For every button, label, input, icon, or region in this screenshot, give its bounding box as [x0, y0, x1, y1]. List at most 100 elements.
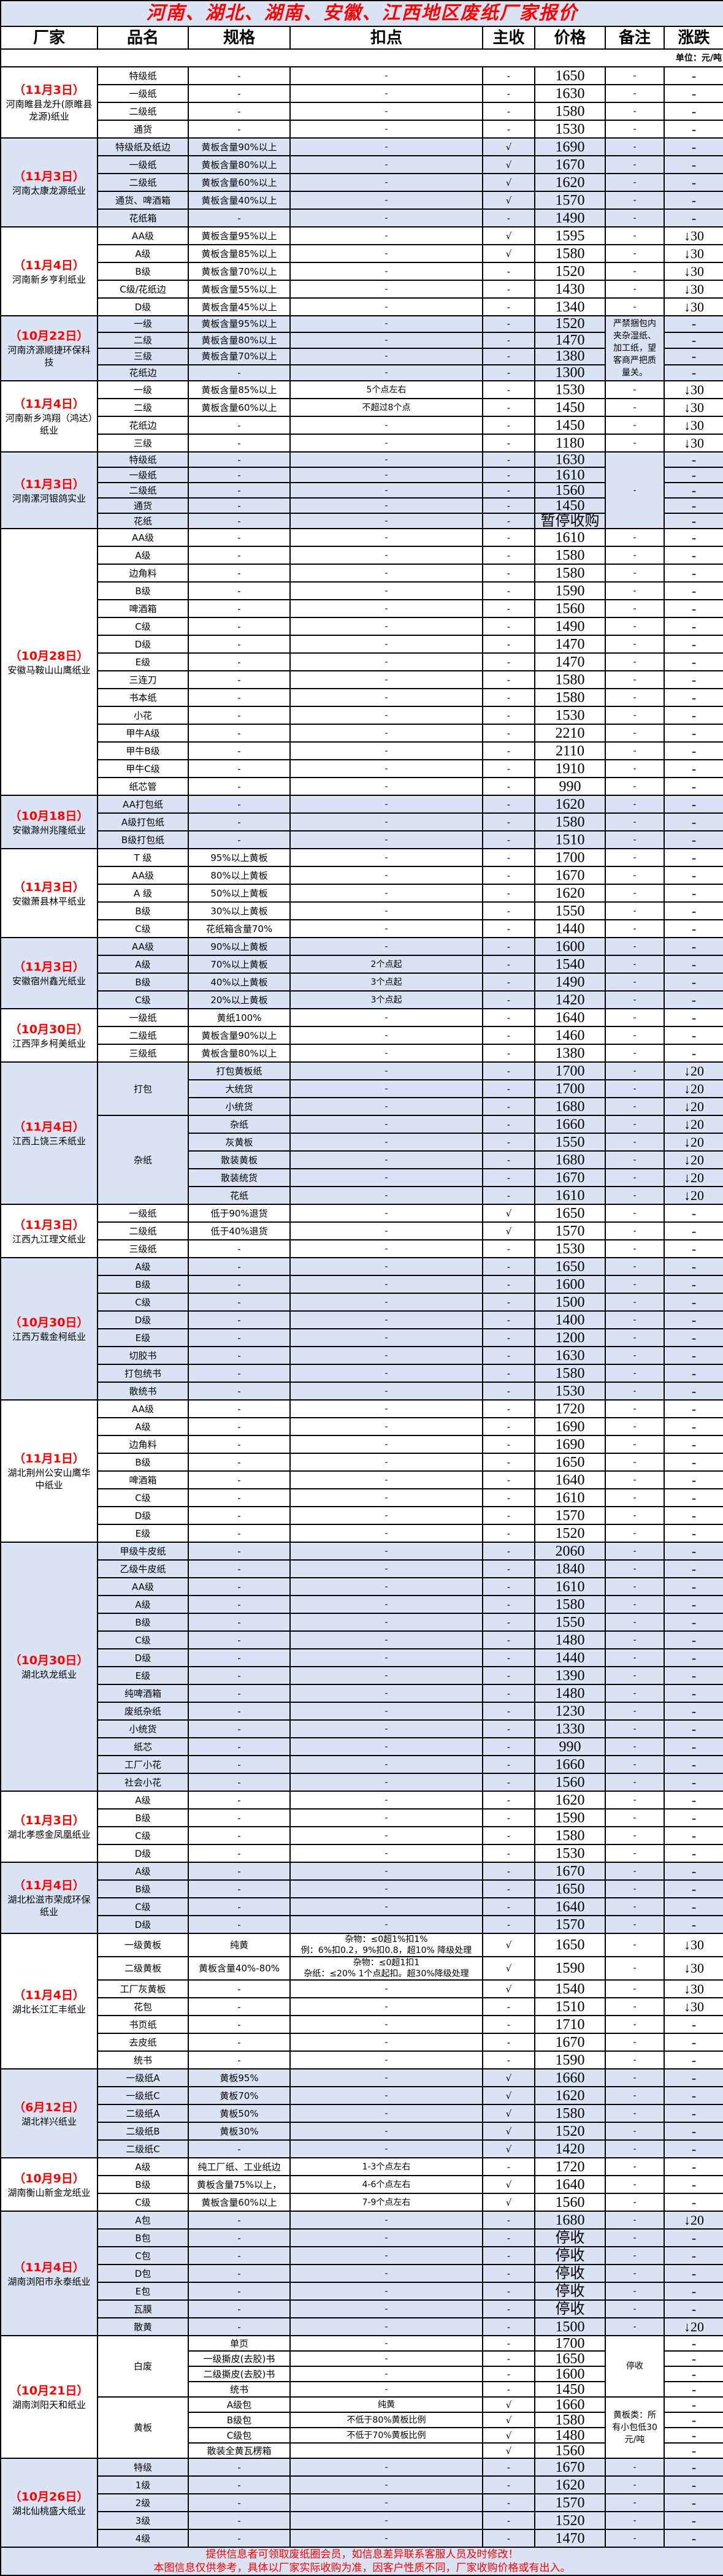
- note: -: [605, 1435, 665, 1454]
- spec: 黄板含量95%以上: [188, 315, 291, 333]
- spec: -: [188, 2317, 291, 2336]
- spec: 花纸箱含量70%: [188, 919, 291, 938]
- company-cell: （10月30日） 湖北玖龙纸业: [0, 1542, 98, 1792]
- table-row: 打包统书 - - -1580- -: [1, 1364, 723, 1383]
- product-name: 花纸边: [97, 364, 189, 381]
- deduction: -: [289, 1862, 483, 1881]
- table-row: 一级纸 黄板含量80%以上 - √ 1670- -: [1, 155, 723, 174]
- price: 1530: [534, 120, 606, 139]
- main-purchase: -: [482, 1470, 535, 1489]
- note: -: [605, 1417, 665, 1436]
- main-purchase: -: [482, 1844, 535, 1863]
- price-change: -: [664, 84, 723, 103]
- main-purchase: -: [482, 2228, 535, 2247]
- price: 1390: [534, 1666, 606, 1685]
- spec: -: [188, 564, 291, 583]
- company-name: 湖北孝感金凤凰纸业: [7, 1829, 91, 1840]
- price: 1610: [534, 1577, 606, 1596]
- company-name: 湖南浏阳市永泰纸业: [7, 2276, 91, 2287]
- table-row: 4级 - - -1470- -: [1, 2529, 723, 2548]
- note: -: [605, 1979, 665, 1998]
- main-purchase: -: [482, 1862, 535, 1881]
- deduction: -: [289, 497, 483, 514]
- product-name: 甲牛C级: [97, 759, 189, 778]
- price-change: -: [664, 2412, 723, 2428]
- main-purchase: -: [482, 2381, 535, 2398]
- price-change: ↓20: [664, 1097, 723, 1116]
- deduction: 杂物：≤0超1扣1 杂纸：≤20% 1个点起扣。超30%降级处理: [289, 1956, 483, 1981]
- price-change: ↓20: [664, 1061, 723, 1080]
- note: -: [605, 1328, 665, 1347]
- company-cell: （10月21日） 湖南浏阳天和纸业: [0, 2335, 98, 2459]
- note: -: [605, 1630, 665, 1649]
- price-change: -: [664, 1915, 723, 1934]
- price: 1450: [534, 416, 606, 435]
- deduction: -: [289, 1061, 483, 1080]
- main-purchase: -: [482, 1346, 535, 1365]
- table-row: C级/花纸边 黄板含量55%以上 - -1430- ↓30: [1, 280, 723, 299]
- spec: -: [188, 434, 291, 453]
- note: -: [605, 1044, 665, 1063]
- table-row: 二级纸C - - √ 1420- -: [1, 2139, 723, 2158]
- price-change: -: [664, 2427, 723, 2444]
- company-cell: （10月28日） 安徽马鞍山山鹰纸业: [0, 528, 98, 796]
- spec: -: [188, 1979, 291, 1998]
- price: 1500: [534, 2317, 606, 2336]
- note: -: [605, 434, 665, 453]
- table-row: 一级纸 - - -1630- -: [1, 84, 723, 103]
- table-row: （11月3日） 河南漯河银鸽实业 特级纸 - - -1630- -: [0, 451, 723, 529]
- spec: -: [188, 208, 291, 227]
- spec: 黄板含量70%以上: [188, 348, 291, 365]
- table-row: B级 40%以上黄板 3个点起 -1490- -: [1, 973, 723, 992]
- price-change: -: [664, 1773, 723, 1792]
- price-change: -: [664, 2475, 723, 2494]
- note: -: [605, 1453, 665, 1472]
- price-change: -: [664, 497, 723, 514]
- product-name: 小花: [97, 706, 189, 725]
- note: -: [605, 1310, 665, 1329]
- note: -: [605, 884, 665, 903]
- price: 1680: [534, 1150, 606, 1169]
- deduction: 2个点起: [289, 955, 483, 974]
- table-row: （10月18日） 安徽滁州兆隆纸业 AA打包纸 - - -1620- -: [0, 795, 723, 849]
- deduction: -: [289, 1204, 483, 1223]
- deduction: -: [289, 1897, 483, 1916]
- main-purchase: -: [482, 1808, 535, 1827]
- table-row: （11月3日） 湖北孝感金凤凰纸业 A级 - - -1620- -: [0, 1791, 723, 1863]
- spec-item: 二级撕皮(去胶)书: [188, 2366, 291, 2382]
- main-purchase: -: [482, 2511, 535, 2530]
- deduction: -: [289, 1133, 483, 1152]
- deduction: -: [289, 724, 483, 743]
- deduction: -: [289, 1879, 483, 1898]
- note: -: [605, 1275, 665, 1294]
- product-name: 统书: [97, 2050, 189, 2070]
- spec: -: [188, 617, 291, 636]
- deduction: -: [289, 866, 483, 885]
- spec: -: [188, 2475, 291, 2494]
- price-change: -: [664, 2033, 723, 2052]
- product-name: D级: [97, 1915, 189, 1934]
- price-change: -: [664, 1684, 723, 1703]
- table-row: 花纸箱 - - -1490- -: [1, 208, 723, 227]
- price-change: -: [664, 1897, 723, 1916]
- update-date: （10月30日）: [9, 1654, 89, 1667]
- note: -: [605, 2264, 665, 2283]
- product-name: E级: [97, 652, 189, 671]
- update-date: （11月4日）: [13, 1879, 85, 1892]
- spec: 低于90%退货: [188, 1204, 291, 1223]
- price-change: -: [664, 2246, 723, 2265]
- main-purchase: -: [482, 759, 535, 778]
- price-change: -: [664, 451, 723, 468]
- table-row: 二级纸 - - -1560-: [1, 482, 723, 499]
- main-purchase: -: [482, 2157, 535, 2176]
- price-change: -: [664, 1524, 723, 1543]
- product-name: B级: [97, 1613, 189, 1632]
- main-purchase: -: [482, 262, 535, 281]
- main-purchase: √: [482, 2396, 535, 2413]
- update-date: （11月4日）: [13, 1120, 85, 1134]
- deduction: -: [289, 1506, 483, 1525]
- table-row: E级 - - -1390- -: [1, 1666, 723, 1685]
- merged-note: -: [605, 451, 665, 529]
- deduction: -: [289, 2475, 483, 2494]
- price: 1530: [534, 1382, 606, 1401]
